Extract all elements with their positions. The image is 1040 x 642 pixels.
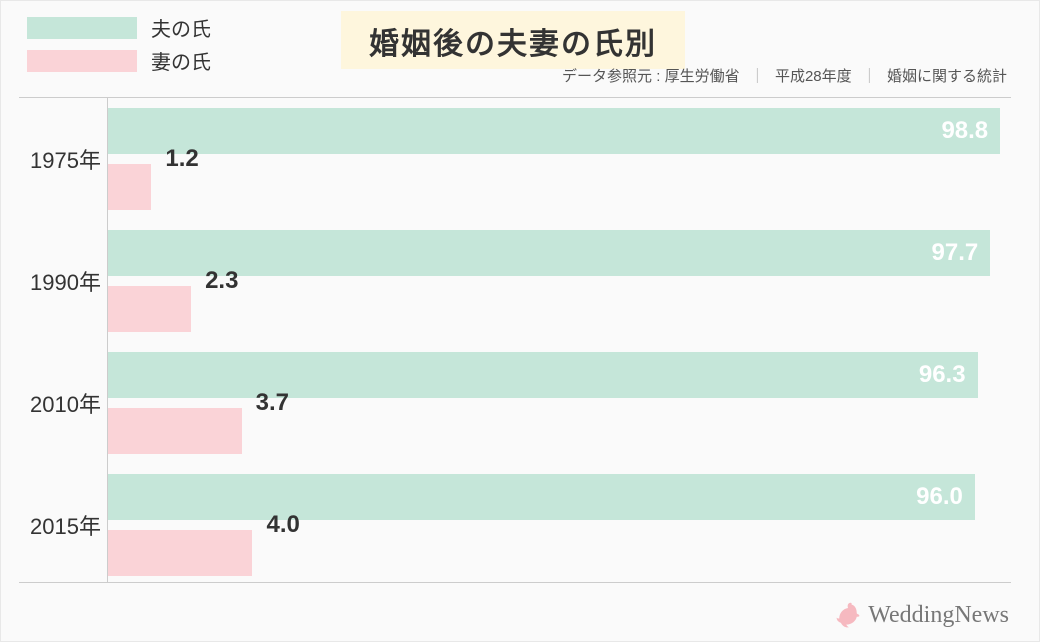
legend-label: 夫の氏 xyxy=(151,13,211,42)
bar-wife xyxy=(108,530,252,576)
bar-group: 2015年 96.0 4.0 xyxy=(19,464,1011,586)
bar-group: 1990年 97.7 2.3 xyxy=(19,220,1011,342)
title-block: 婚姻後の夫妻の氏別 xyxy=(341,11,685,69)
bar-husband: 98.8 xyxy=(108,108,1000,154)
separator: ｜ xyxy=(750,68,765,85)
bar-husband: 97.7 xyxy=(108,230,990,276)
dove-icon xyxy=(834,601,862,629)
footer-brand: WeddingNews xyxy=(834,601,1009,629)
category-label: 2010年 xyxy=(19,387,101,419)
bar-wife xyxy=(108,408,242,454)
chart-title: 婚姻後の夫妻の氏別 xyxy=(369,19,657,63)
legend-swatch-wife xyxy=(27,50,137,72)
source-part: 婚姻に関する統計 xyxy=(887,68,1007,85)
bar-value: 96.0 xyxy=(916,483,963,511)
footer-brand-text: WeddingNews xyxy=(868,602,1009,629)
legend-swatch-husband xyxy=(27,17,137,39)
chart-header: 夫の氏 妻の氏 婚姻後の夫妻の氏別 データ参照元 : 厚生労働省 ｜ 平成28年… xyxy=(1,1,1039,91)
bar-group: 2010年 96.3 3.7 xyxy=(19,342,1011,464)
separator: ｜ xyxy=(862,68,877,85)
bars-wrap: 96.3 3.7 xyxy=(107,350,1011,456)
source-part: 厚生労働省 xyxy=(665,68,740,85)
bar-wife xyxy=(108,164,151,210)
category-label: 2015年 xyxy=(19,509,101,541)
bars-wrap: 97.7 2.3 xyxy=(107,228,1011,334)
source-prefix: データ参照元 : xyxy=(562,68,660,85)
category-label: 1975年 xyxy=(19,143,101,175)
bar-value: 4.0 xyxy=(266,511,299,539)
bars-wrap: 96.0 4.0 xyxy=(107,472,1011,578)
bar-value: 96.3 xyxy=(919,361,966,389)
data-source: データ参照元 : 厚生労働省 ｜ 平成28年度 ｜ 婚姻に関する統計 xyxy=(562,65,1007,86)
category-label: 1990年 xyxy=(19,265,101,297)
bar-husband: 96.0 xyxy=(108,474,975,520)
legend-item: 妻の氏 xyxy=(27,46,211,75)
bars-wrap: 98.8 1.2 xyxy=(107,106,1011,212)
bar-value: 98.8 xyxy=(941,117,988,145)
bar-value: 1.2 xyxy=(165,145,198,173)
legend-item: 夫の氏 xyxy=(27,13,211,42)
bar-value: 3.7 xyxy=(256,389,289,417)
bar-group: 1975年 98.8 1.2 xyxy=(19,98,1011,220)
bar-chart: 1975年 98.8 1.2 1990年 97.7 2.3 2010年 96.3 3.7 2015… xyxy=(19,97,1011,583)
bar-value: 2.3 xyxy=(205,267,238,295)
bar-husband: 96.3 xyxy=(108,352,978,398)
legend: 夫の氏 妻の氏 xyxy=(27,13,211,79)
bar-value: 97.7 xyxy=(932,239,979,267)
bar-wife xyxy=(108,286,191,332)
source-part: 平成28年度 xyxy=(775,68,852,85)
legend-label: 妻の氏 xyxy=(151,46,211,75)
